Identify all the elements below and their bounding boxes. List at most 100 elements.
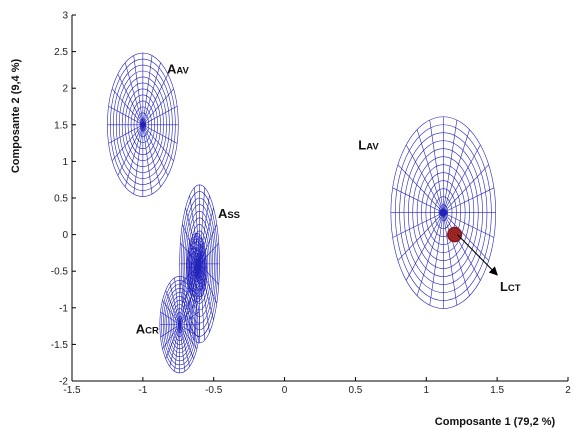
ellipse-spoke [142, 124, 169, 176]
y-tick-label: 3 [62, 11, 68, 22]
y-tick-label: 2 [62, 84, 68, 95]
y-tick-label: -2 [59, 377, 68, 388]
x-tick-label: 2 [565, 385, 571, 396]
ellipse-spoke [443, 187, 495, 213]
ellipse-spoke [169, 324, 180, 367]
ellipse-spoke [397, 164, 444, 213]
ellipse-spoke [199, 263, 219, 285]
ellipsoid-ACR-3 [159, 276, 200, 374]
ellipse-spoke [142, 73, 169, 125]
y-tick-label: 2.5 [54, 47, 68, 58]
ellipse-spoke [185, 207, 200, 264]
ellipse-spoke [160, 311, 180, 325]
ellipse-spoke [124, 62, 144, 125]
ellipse-fill [447, 226, 463, 243]
y-tick-label: -0.5 [51, 267, 69, 278]
x-tick-label: 0.5 [348, 385, 362, 396]
y-tick-label: 0.5 [54, 194, 68, 205]
ellipse-spoke [443, 212, 481, 281]
ellipse-spoke [199, 263, 210, 333]
ellipse-spoke [405, 212, 444, 281]
y-tick-label: 1.5 [54, 120, 68, 131]
ellipse-spoke [179, 311, 200, 325]
annotation-main-letter: A [136, 321, 146, 336]
ellipse-spoke [199, 263, 205, 341]
ellipse-spoke [189, 195, 200, 264]
annotation-subscript: CT [508, 283, 521, 294]
y-axis-label: Composante 2 (9,4 %) [10, 59, 22, 174]
lct-arrow [457, 234, 498, 276]
ellipse-spoke [199, 243, 219, 265]
ellipse-spoke [182, 263, 200, 304]
ellipse-spoke [111, 88, 144, 125]
ellipse-spoke [416, 129, 444, 213]
ellipse-spoke [142, 124, 153, 195]
annotation-main-letter: A [218, 206, 228, 221]
ellipse-spoke [117, 73, 144, 125]
ellipse-spoke [142, 124, 161, 188]
ellipse-spoke [142, 62, 161, 125]
annotation-subscript: AV [366, 142, 379, 153]
ellipse-center-dot [439, 208, 448, 217]
ellipse-spoke [443, 164, 489, 213]
ellipse-spoke [162, 324, 180, 349]
ellipse-spoke [174, 324, 181, 372]
ellipsoid-LCT-5 [447, 226, 463, 243]
ellipse-spoke [180, 243, 200, 265]
ellipse-spoke [392, 187, 444, 213]
ellipse-spoke [196, 234, 200, 268]
ellipse-spoke [165, 324, 180, 359]
x-tick-label: -1 [138, 385, 147, 396]
ellipse-spoke [179, 290, 195, 325]
ellipse-spoke [174, 277, 181, 325]
ellipse-spoke [179, 324, 198, 349]
annotation-subscript: AV [176, 66, 189, 77]
ellipse-spoke [142, 55, 153, 125]
ellipse-spoke [189, 267, 197, 292]
ellipse-spoke [199, 263, 217, 304]
ellipse-center-dot [197, 260, 202, 268]
ellipse-spoke [186, 258, 197, 268]
x-tick-label: -1.5 [63, 385, 81, 396]
ellipse-spoke [165, 290, 180, 325]
x-tick-label: 1.5 [490, 385, 504, 396]
ellipse-spoke [179, 277, 186, 325]
y-tick-label: -1.5 [51, 340, 69, 351]
ellipse-spoke [443, 144, 481, 213]
x-tick-label: 1 [424, 385, 430, 396]
annotation-main-letter: L [500, 279, 508, 294]
ellipse-spoke [187, 267, 197, 285]
annotation-LCT: LCT [500, 279, 521, 294]
ellipse-spoke [429, 212, 444, 306]
annotation-LAV: LAV [358, 138, 379, 153]
ellipsoid-ASS-2 [179, 184, 220, 344]
ellipse-spoke [142, 124, 174, 161]
ellipse-spoke [443, 212, 495, 238]
ellipse-spoke [124, 124, 144, 188]
ellipsoid-AAV-0 [107, 52, 179, 197]
ellipse-layer [107, 52, 497, 374]
ellipse-spoke [142, 124, 178, 144]
ellipse-spoke [179, 300, 198, 325]
ellipse-spoke [179, 324, 190, 367]
ellipse-spoke [392, 212, 444, 238]
ellipse-spoke [179, 324, 186, 372]
x-tick-label: -0.5 [205, 385, 223, 396]
ellipse-spoke [199, 195, 210, 264]
ellipse-spoke [179, 282, 190, 325]
ellipse-spoke [160, 324, 180, 338]
ellipse-spoke [443, 212, 470, 296]
ellipse-spoke [429, 119, 444, 213]
ellipse-spoke [443, 129, 470, 213]
ellipse-spoke [169, 282, 180, 325]
ellipse-spoke [133, 124, 144, 195]
ellipse-spoke [142, 105, 178, 126]
ellipse-spoke [180, 263, 200, 285]
ellipse-spoke [199, 207, 214, 264]
annotation-ACR: ACR [136, 321, 159, 336]
y-tick-label: 1 [62, 157, 68, 168]
y-tick-label: -1 [59, 303, 68, 314]
ellipse-spoke [179, 324, 195, 359]
